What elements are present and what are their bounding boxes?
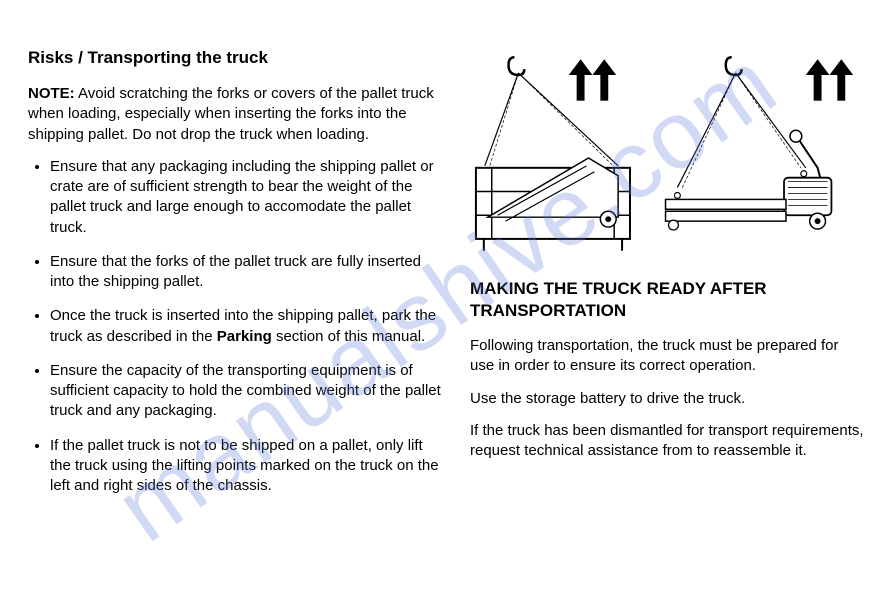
list-item-tail: section of this manual. [272, 328, 425, 345]
lifting-diagram [470, 48, 865, 258]
note-label: NOTE: [28, 85, 75, 102]
subsection-title: MAKING THE TRUCK READY AFTER TRANSPORTAT… [470, 278, 865, 322]
two-column-layout: Risks / Transporting the truck NOTE: Avo… [28, 48, 865, 510]
list-item: If the pallet truck is not to be shipped… [50, 436, 442, 497]
manual-page: manualshive.com Risks / Transporting the… [0, 0, 893, 592]
list-item: Ensure the capacity of the transporting … [50, 361, 442, 422]
parking-bold: Parking [217, 328, 272, 345]
list-item: Once the truck is inserted into the ship… [50, 306, 442, 347]
paragraph: Use the storage battery to drive the tru… [470, 389, 865, 409]
list-item: Ensure that the forks of the pallet truc… [50, 252, 442, 293]
note-text: Avoid scratching the forks or covers of … [28, 85, 434, 143]
note-paragraph: NOTE: Avoid scratching the forks or cove… [28, 84, 442, 145]
left-column: Risks / Transporting the truck NOTE: Avo… [28, 48, 442, 510]
list-item: Ensure that any packaging including the … [50, 157, 442, 238]
diagram-svg [470, 48, 865, 258]
paragraph: If the truck has been dismantled for tra… [470, 421, 865, 462]
right-column: MAKING THE TRUCK READY AFTER TRANSPORTAT… [470, 48, 865, 510]
paragraph: Following transportation, the truck must… [470, 336, 865, 377]
section-title: Risks / Transporting the truck [28, 48, 442, 68]
bullet-list: Ensure that any packaging including the … [28, 157, 442, 497]
